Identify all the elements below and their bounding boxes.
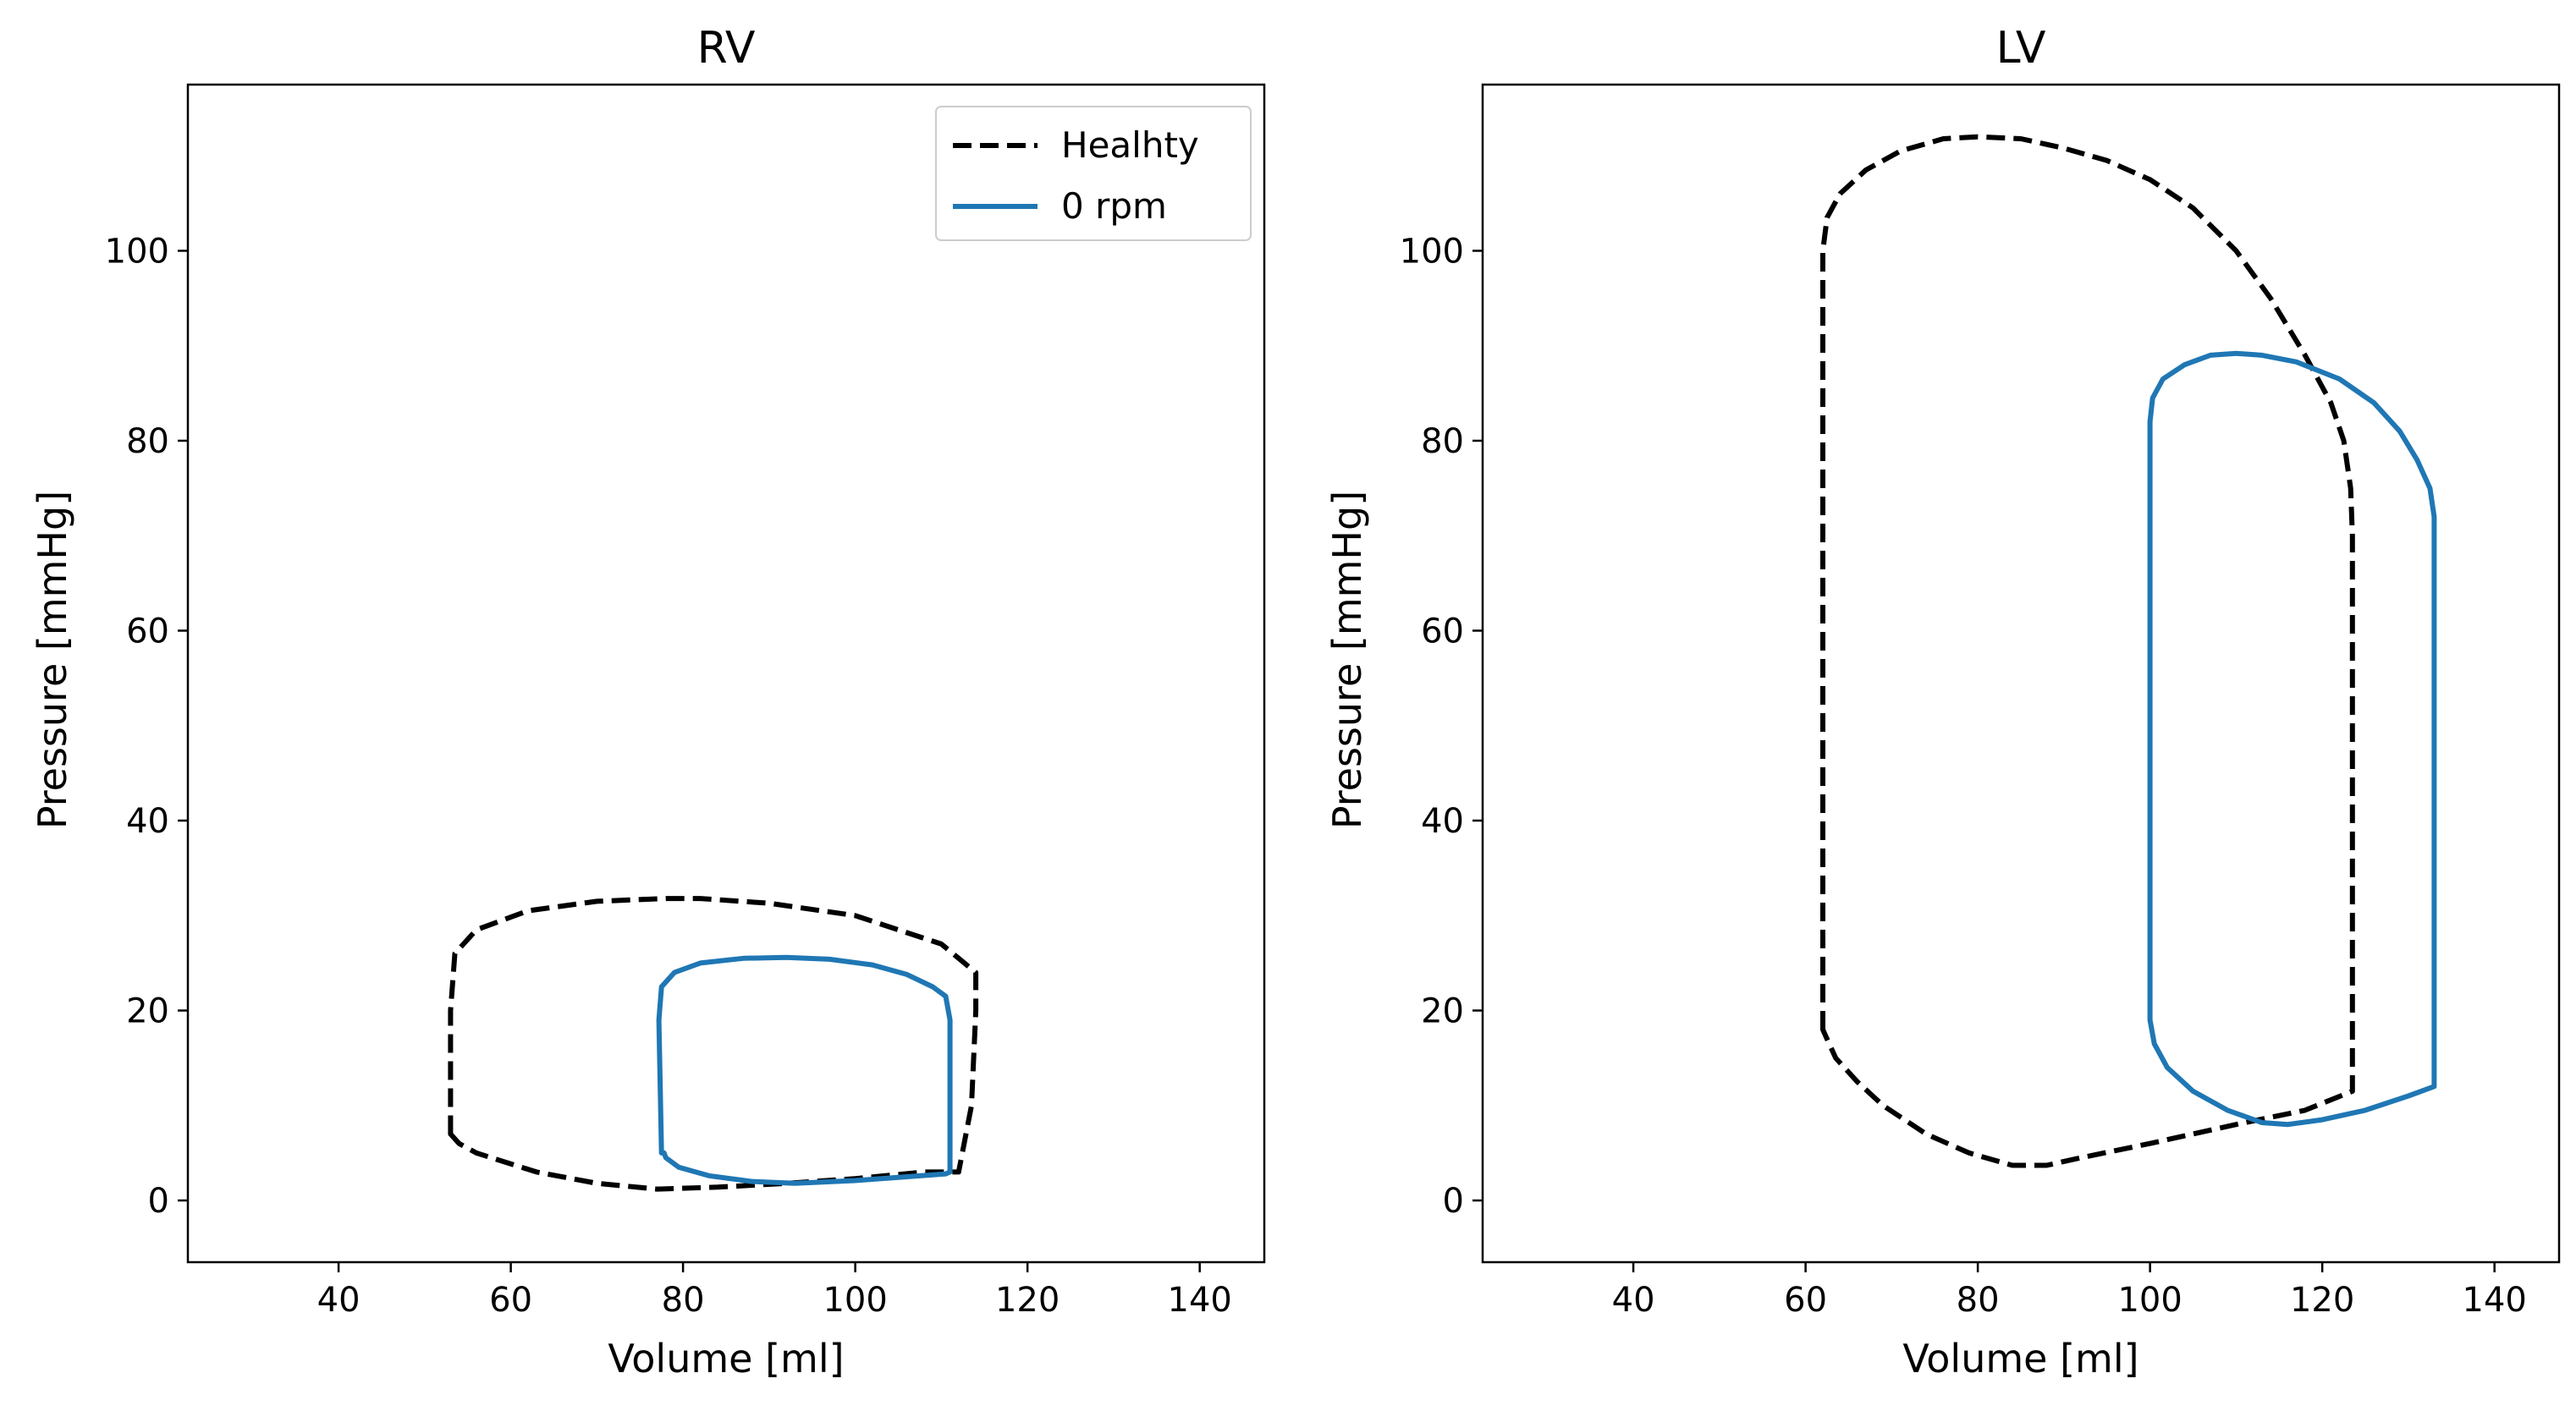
rv-y-tick-label: 40 xyxy=(126,802,169,841)
rv-chart-title: RV xyxy=(697,23,756,74)
lv-x-tick-label: 40 xyxy=(1612,1281,1655,1320)
lv-x-tick-label: 100 xyxy=(2117,1281,2182,1320)
rv-y-tick-label: 80 xyxy=(126,422,169,461)
lv-panel: LV Volume [ml] Pressure [mmHg] 40 60 80 100… xyxy=(1324,23,2561,1381)
lv-x-tick-label: 140 xyxy=(2463,1281,2527,1320)
rv-x-axis-label: Volume [ml] xyxy=(608,1336,844,1381)
lv-x-tick-label: 80 xyxy=(1957,1281,2000,1320)
legend: Healhty 0 rpm xyxy=(935,106,1252,241)
lv-y-tick-label: 100 xyxy=(1400,232,1464,271)
lv-y-tick-label: 40 xyxy=(1421,802,1464,841)
rv-x-tick-label: 140 xyxy=(1168,1281,1232,1320)
legend-label-0-rpm: 0 rpm xyxy=(1061,185,1167,227)
rv-y-tick-label: 20 xyxy=(126,992,169,1031)
rv-y-tick-label: 0 xyxy=(148,1182,169,1221)
lv-series-0-rpm-line xyxy=(2147,350,2437,1128)
rv-plot-area: 40 60 80 100 120 140 0 20 40 60 80 100 xyxy=(105,83,1266,1320)
rv-x-tick-label: 120 xyxy=(995,1281,1060,1320)
rv-x-tick-label: 100 xyxy=(823,1281,887,1320)
rv-series-0-rpm-line xyxy=(656,954,953,1186)
lv-x-tick-label: 120 xyxy=(2290,1281,2354,1320)
lv-chart-title: LV xyxy=(1996,23,2046,74)
lv-series-healthy-line xyxy=(1820,134,2355,1168)
rv-axes-frame xyxy=(186,83,1266,1264)
rv-y-tick-label: 100 xyxy=(105,232,169,271)
lv-y-tick-label: 0 xyxy=(1443,1182,1464,1221)
rv-x-tick-label: 40 xyxy=(317,1281,361,1320)
lv-x-axis-label: Volume [ml] xyxy=(1902,1336,2138,1381)
lv-plot-area: 40 60 80 100 120 140 0 20 40 60 80 100 xyxy=(1400,83,2561,1320)
lv-y-axis-label: Pressure [mmHg] xyxy=(1324,491,1370,829)
rv-series-healthy-line xyxy=(448,896,979,1192)
rv-y-tick-label: 60 xyxy=(126,612,169,651)
lv-x-tick-label: 60 xyxy=(1784,1281,1827,1320)
rv-y-axis-label: Pressure [mmHg] xyxy=(30,491,75,829)
lv-y-tick-label: 80 xyxy=(1421,422,1464,461)
lv-axes-frame xyxy=(1481,83,2561,1264)
rv-x-tick-label: 60 xyxy=(489,1281,532,1320)
legend-label-healthy: Healhty xyxy=(1061,124,1199,166)
lv-y-tick-label: 60 xyxy=(1421,612,1464,651)
rv-panel: RV Volume [ml] Pressure [mmHg] 40 60 80 100… xyxy=(30,23,1266,1381)
rv-x-tick-label: 80 xyxy=(662,1281,705,1320)
lv-y-tick-label: 20 xyxy=(1421,992,1464,1031)
